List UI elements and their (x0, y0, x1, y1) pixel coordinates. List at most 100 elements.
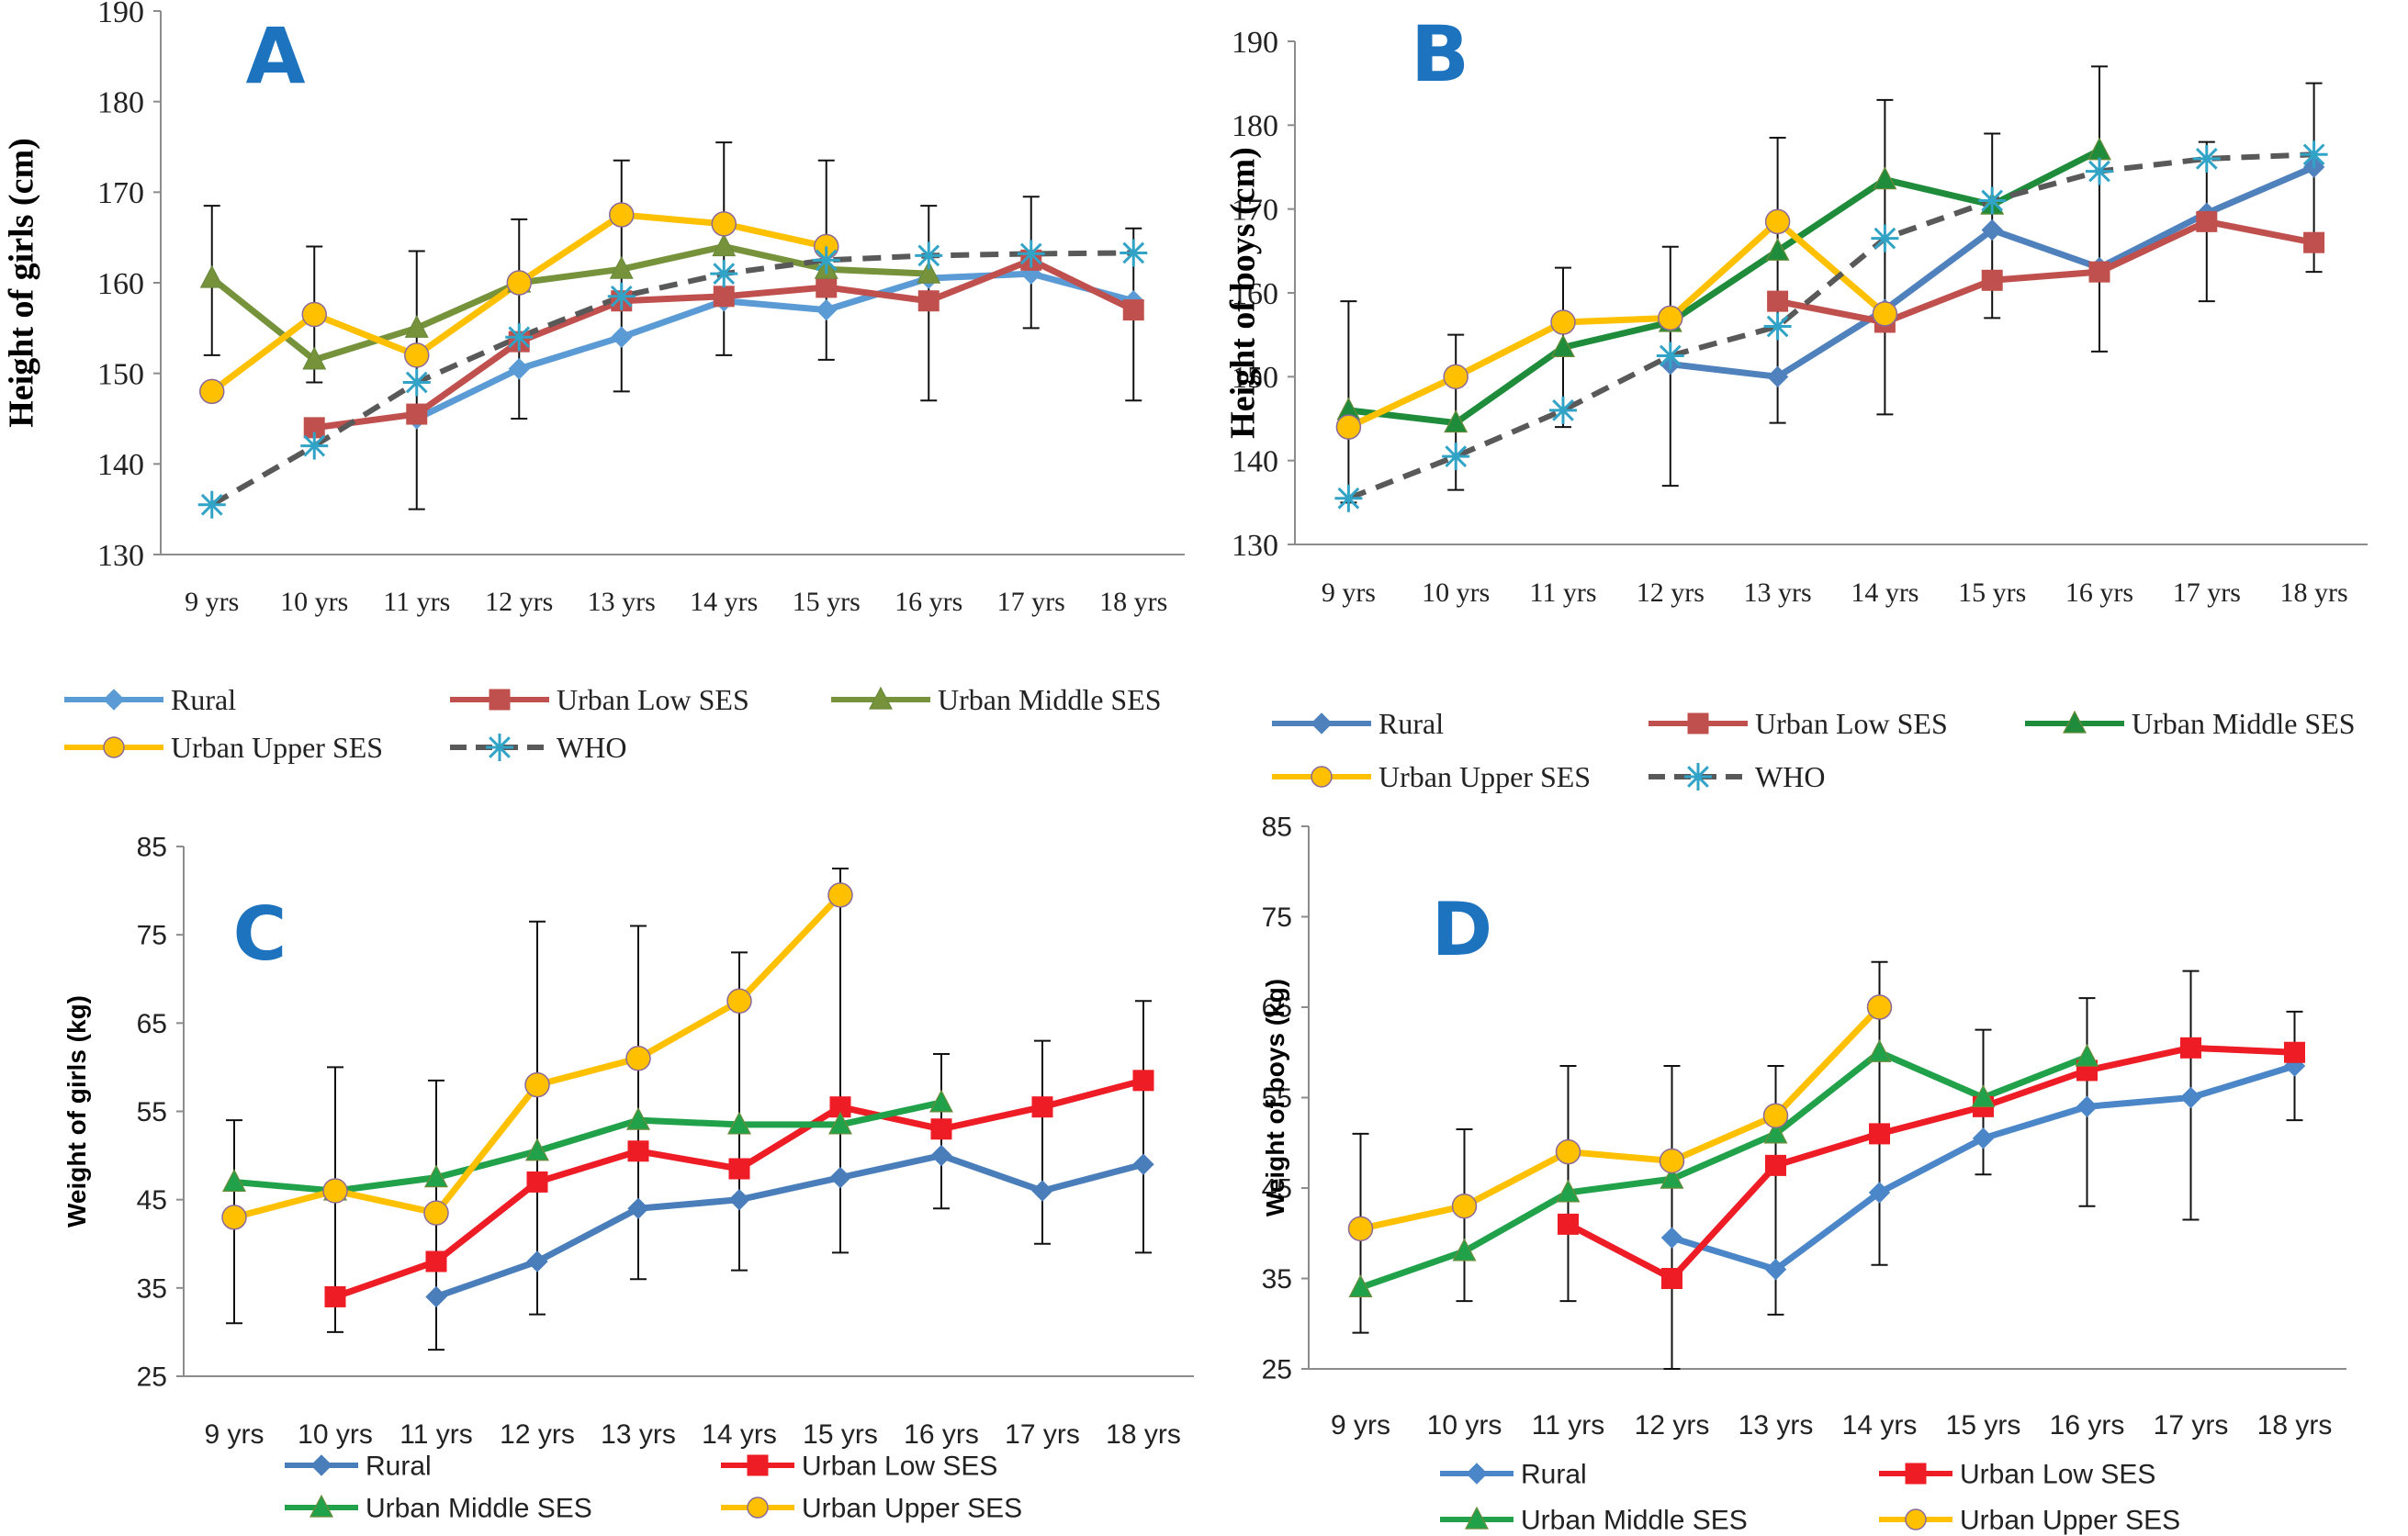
legend-item-urban-middle-ses: Urban Middle SES (831, 683, 1162, 716)
legend-item-urban-low-ses: Urban Low SES (450, 683, 749, 716)
x-tick-label: 10 yrs (1427, 1410, 1502, 1441)
legend-label: Rural (366, 1452, 432, 1482)
data-point-urban-middle-ses (917, 260, 941, 284)
data-point-rural (1972, 1127, 1995, 1149)
legend-item-rural: Rural (1440, 1460, 1587, 1490)
x-tick-label: 14 yrs (1851, 577, 1919, 608)
series-line-urban-middle-ses (208, 243, 932, 364)
legend-swatch-marker (489, 689, 511, 711)
series-line-urban-middle-ses (1345, 147, 2103, 427)
y-tick-label: 130 (97, 539, 144, 573)
y-tick-label: 190 (97, 0, 144, 29)
series-line-urban-middle-ses (231, 1099, 945, 1194)
legend-label: WHO (1755, 760, 1825, 793)
y-tick-label: 150 (97, 358, 144, 392)
legend-item-urban-upper-ses: Urban Upper SES (1879, 1506, 2180, 1536)
data-point-urban-upper-ses (1555, 1138, 1581, 1165)
data-point-urban-upper-ses (322, 1178, 348, 1204)
legend-swatch-marker (486, 734, 513, 761)
data-point-urban-low-ses (713, 286, 735, 308)
legend-label: Rural (1378, 707, 1444, 740)
data-point-who (1763, 312, 1792, 341)
data-point-urban-low-ses (324, 1285, 346, 1307)
y-tick-label: 75 (137, 921, 167, 951)
y-tick-label: 65 (1262, 993, 1292, 1024)
data-point-urban-upper-ses (1659, 1148, 1685, 1174)
x-tick-label: 18 yrs (2257, 1410, 2333, 1441)
data-point-who (2300, 140, 2328, 169)
y-axis-title: Height of girls (cm) (2, 138, 40, 428)
data-point-urban-middle-ses (2075, 1043, 2099, 1067)
x-tick-label: 10 yrs (280, 587, 348, 617)
data-point-urban-middle-ses (1452, 1238, 1477, 1261)
y-tick-label: 190 (1232, 26, 1278, 60)
legend-label: Urban Upper SES (802, 1494, 1022, 1524)
y-tick-label: 150 (1232, 361, 1278, 395)
legend-label: WHO (557, 731, 626, 764)
data-point-who (1549, 396, 1577, 424)
data-point-urban-low-ses (2180, 1037, 2201, 1059)
x-tick-label: 15 yrs (803, 1419, 878, 1450)
legend-item-rural: Rural (285, 1452, 432, 1482)
y-tick-label: 85 (137, 833, 167, 863)
data-point-urban-middle-ses (1444, 409, 1468, 433)
panel-d: 25 35 45 55 65 75 85 9 yrs 10 yrs 11 yrs 12 yrs 13 … (1261, 813, 2346, 1536)
data-point-urban-middle-ses (1556, 1179, 1581, 1203)
data-point-rural (2179, 1086, 2202, 1109)
x-tick-label: 16 yrs (2050, 1410, 2125, 1441)
x-tick-label: 13 yrs (1738, 1410, 1814, 1441)
x-tick-label: 14 yrs (690, 587, 758, 617)
y-tick-label: 55 (1262, 1083, 1292, 1114)
data-point-urban-middle-ses (1873, 166, 1897, 190)
y-axis-title: Weight of girls (kg) (62, 995, 91, 1228)
panel-c: 25 35 45 55 65 75 85 9 yrs 10 yrs 11 yrs 12 yrs 13 … (62, 833, 1194, 1524)
legend-item-urban-middle-ses: Urban Middle SES (1440, 1506, 1748, 1536)
y-tick-label: 130 (1232, 529, 1278, 563)
x-tick-label: 14 yrs (702, 1419, 777, 1450)
data-point-urban-upper-ses (1443, 364, 1468, 390)
error-bar (529, 920, 546, 1316)
data-point-urban-low-ses (2284, 1041, 2305, 1063)
legend-item-who: WHO (1648, 760, 1825, 793)
y-tick-label: 140 (97, 448, 144, 482)
x-tick-label: 17 yrs (1005, 1419, 1080, 1450)
y-tick-label: 180 (1232, 109, 1278, 143)
legend-swatch-marker (1311, 766, 1333, 788)
x-tick-label: 12 yrs (1635, 1410, 1710, 1441)
data-point-who (1334, 484, 1363, 512)
x-tick-label: 11 yrs (1532, 1410, 1604, 1441)
data-point-rural (816, 298, 838, 321)
data-point-urban-low-ses (816, 276, 838, 298)
data-point-who (710, 260, 738, 288)
error-bar (2091, 65, 2108, 353)
legend-swatch-marker (2063, 710, 2087, 734)
data-point-urban-upper-ses (506, 270, 532, 296)
data-point-urban-upper-ses (524, 1071, 550, 1098)
data-point-urban-upper-ses (221, 1205, 247, 1230)
legend-swatch-marker (1465, 1506, 1489, 1530)
x-tick-label: 11 yrs (399, 1419, 472, 1450)
x-tick-label: 18 yrs (1099, 587, 1167, 617)
data-point-urban-upper-ses (301, 301, 327, 328)
data-point-urban-middle-ses (424, 1164, 448, 1188)
y-tick-label: 170 (97, 176, 144, 210)
data-point-urban-middle-ses (828, 1111, 852, 1135)
legend-label: Urban Middle SES (1521, 1506, 1748, 1536)
legend-swatch-marker (103, 689, 125, 711)
data-point-urban-middle-ses (222, 1169, 246, 1193)
data-point-urban-upper-ses (1347, 1216, 1374, 1242)
data-point-urban-middle-ses (712, 233, 737, 257)
data-point-rural (1981, 219, 2003, 241)
y-tick-label: 65 (137, 1009, 167, 1039)
y-tick-label: 55 (137, 1097, 167, 1127)
legend-swatch-marker (1684, 763, 1712, 790)
y-tick-label: 180 (97, 86, 144, 120)
legend-item-urban-low-ses: Urban Low SES (1879, 1460, 2155, 1490)
data-point-who (1017, 240, 1045, 268)
series-line-urban-low-ses (1565, 1044, 2298, 1282)
error-bar (1034, 1039, 1051, 1245)
data-point-urban-low-ses (917, 290, 940, 312)
x-tick-label: 16 yrs (904, 1419, 979, 1450)
panel-letter: B (1411, 9, 1469, 99)
